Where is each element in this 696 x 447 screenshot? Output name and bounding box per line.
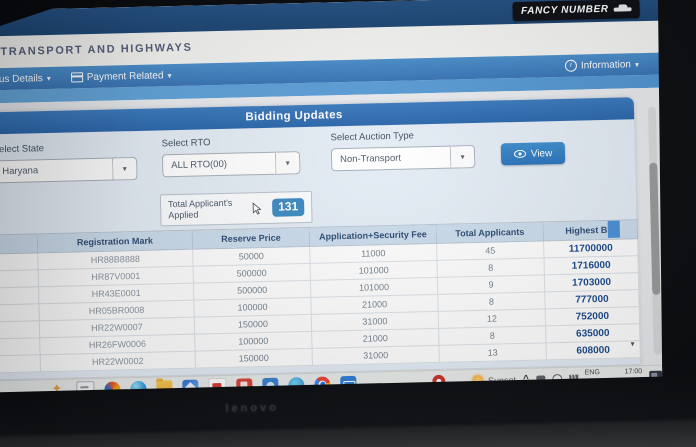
car-icon [614, 4, 632, 13]
chevron-down-icon: ▾ [449, 146, 475, 168]
filter-form: Select State Haryana ▾ Select RTO ALL RT… [0, 123, 636, 193]
cell: 31000 [312, 345, 440, 366]
cell-blank [0, 252, 39, 272]
total-applicants-box: Total Applicant's Applied 131 [159, 190, 313, 227]
cell: 13 [438, 342, 547, 363]
state-label: Select State [0, 143, 45, 156]
table-body: HR88B8888 50000 11000 45 11700000 HR87V0001 50… [0, 238, 641, 374]
col-header: Total Applicants [436, 221, 544, 244]
col-header-blank [0, 233, 38, 255]
payment-card-icon [70, 72, 83, 83]
browser-page: FANCY NUMBER TRANSPORT AND HIGHWAYS Stat… [0, 0, 696, 381]
cell-blank [0, 354, 41, 374]
eye-icon [513, 149, 526, 158]
nav-status-details[interactable]: Status Details ▾ [0, 72, 51, 85]
auction-type-value: Non-Transport [339, 152, 402, 166]
auction-type-group: Select Auction Type Non-Transport ▾ [330, 129, 476, 172]
chevron-down-icon: ▾ [46, 73, 51, 83]
mouse-cursor [252, 201, 262, 215]
bidding-updates-panel: Bidding Updates Select State Haryana ▾ S… [0, 97, 641, 381]
language-line1: ENG [584, 369, 600, 377]
cell-blank [0, 303, 40, 323]
bidding-table: Registration Mark Reserve Price Applicatio… [0, 219, 641, 375]
rto-value: ALL RTO(00) [171, 158, 228, 172]
nav-information[interactable]: i Information ▾ [564, 58, 640, 72]
fancy-number-label: FANCY NUMBER [520, 3, 609, 17]
cell-blank [0, 337, 41, 357]
state-group: Select State Haryana ▾ [0, 141, 138, 184]
cell-blank [0, 286, 39, 306]
total-applicants-badge: 131 [271, 198, 305, 217]
cell: 608000 [545, 340, 641, 360]
nav-status-details-label: Status Details [0, 72, 43, 86]
scrollbar-thumb[interactable] [649, 162, 661, 295]
cell: 150000 [195, 348, 313, 369]
rto-group: Select RTO ALL RTO(00) ▾ [161, 135, 301, 178]
cell-blank [0, 269, 39, 289]
cell-blank [0, 320, 40, 340]
clock-time: 17:00 [624, 368, 643, 376]
chevron-down-icon: ▾ [112, 157, 137, 180]
auction-type-select[interactable]: Non-Transport ▾ [330, 144, 476, 172]
table-wrap: Registration Mark Reserve Price Applicatio… [0, 219, 641, 375]
total-applicants-label: Total Applicant's Applied [167, 197, 233, 221]
state-value: Haryana [2, 165, 39, 178]
nav-payment-related[interactable]: Payment Related ▾ [70, 69, 172, 83]
site-title: TRANSPORT AND HIGHWAYS [0, 41, 193, 59]
cell: HR22W0002 [40, 351, 196, 372]
laptop-screen: FANCY NUMBER TRANSPORT AND HIGHWAYS Stat… [0, 0, 696, 402]
screen-bezel-right [658, 0, 696, 447]
col-header: Highest Bid [543, 219, 638, 241]
auction-type-label: Select Auction Type [330, 130, 414, 144]
view-button-label: View [530, 147, 553, 160]
nav-information-label: Information [580, 58, 632, 71]
panel-body: Select State Haryana ▾ Select RTO ALL RT… [0, 119, 641, 380]
chevron-down-icon: ▾ [167, 70, 172, 80]
state-select[interactable]: Haryana ▾ [0, 156, 138, 184]
chevron-down-icon: ▾ [274, 152, 300, 174]
info-icon: i [564, 59, 578, 72]
fancy-number-button[interactable]: FANCY NUMBER [512, 0, 640, 22]
table-scroll-corner[interactable] [607, 220, 621, 238]
view-button[interactable]: View [500, 141, 566, 166]
lenovo-logo: lenovo [225, 401, 280, 415]
nav-payment-related-label: Payment Related [86, 69, 164, 83]
scroll-down-icon[interactable]: ▾ [630, 339, 635, 349]
chevron-down-icon: ▾ [634, 59, 640, 69]
rto-label: Select RTO [161, 137, 211, 150]
rto-select[interactable]: ALL RTO(00) ▾ [161, 151, 301, 178]
